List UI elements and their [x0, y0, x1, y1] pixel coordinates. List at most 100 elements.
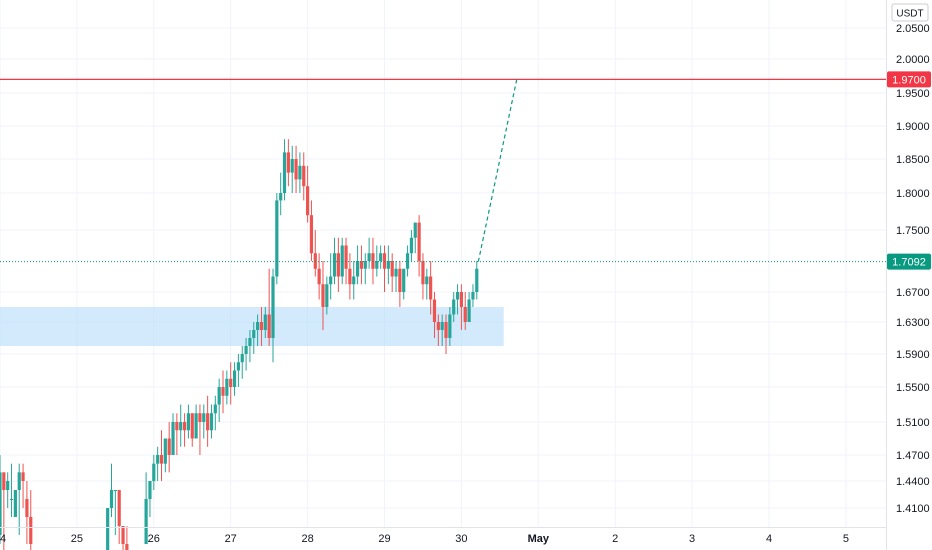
- candle-body: [159, 455, 164, 464]
- candle: [221, 370, 225, 414]
- candle: [409, 230, 414, 261]
- candle-body: [109, 490, 114, 508]
- candle: [148, 481, 152, 517]
- time-tick-label: 29: [378, 533, 390, 545]
- candle: [455, 284, 460, 315]
- candle-body: [344, 245, 348, 269]
- candle: [125, 526, 129, 550]
- price-tick-label: 1.6300: [896, 317, 930, 329]
- candle: [256, 314, 260, 346]
- candle-body: [259, 322, 264, 330]
- candle: [2, 472, 6, 550]
- candle: [17, 463, 21, 535]
- candle: [25, 481, 29, 544]
- price-axis[interactable]: 2.0500 2.0000 1.9500 1.9000 1.8500 1.8000 1.75…: [896, 23, 930, 515]
- candle: [179, 404, 183, 447]
- candle: [363, 253, 367, 285]
- candle: [471, 284, 475, 307]
- candle: [13, 490, 17, 517]
- candle: [290, 145, 294, 193]
- candle-body: [217, 387, 221, 405]
- candle: [390, 253, 394, 292]
- price-tick-label: 1.5900: [896, 349, 930, 361]
- candle-body: [263, 314, 267, 330]
- candle-body: [332, 253, 337, 277]
- candle-body: [236, 362, 240, 371]
- candle: [186, 404, 191, 439]
- candle-body: [398, 268, 402, 292]
- candle-body: [429, 276, 433, 300]
- candle-body: [463, 307, 467, 322]
- candle-body: [371, 253, 375, 269]
- candle: [29, 490, 33, 550]
- candle: [313, 230, 317, 277]
- target-price-badge: 1.9700: [887, 71, 931, 88]
- candle-body: [317, 268, 321, 285]
- time-axis[interactable]: 4 25 26 27 28 29 30 May 2 3 4 5: [0, 533, 849, 545]
- candle-body: [121, 526, 125, 544]
- candle-body: [144, 499, 148, 544]
- support-zone: [0, 307, 504, 346]
- candle-body: [206, 413, 210, 431]
- candle-body: [375, 261, 379, 269]
- candle: [171, 413, 175, 455]
- candle: [236, 354, 240, 387]
- candle-body: [156, 455, 160, 464]
- candle-body: [252, 330, 256, 338]
- candle-body: [271, 276, 275, 338]
- candle-body: [229, 378, 233, 387]
- candle-body: [275, 200, 279, 277]
- candle: [413, 222, 417, 254]
- candle-body: [2, 472, 6, 490]
- candle-body: [202, 413, 206, 422]
- projection-arrow-line: [477, 79, 518, 262]
- candle: [244, 338, 248, 371]
- time-tick-label: 27: [225, 533, 237, 545]
- candle: [248, 330, 252, 363]
- candle-body: [309, 215, 314, 254]
- candle-body: [186, 413, 191, 431]
- price-tick-label: 1.9500: [896, 88, 930, 100]
- candle-body: [213, 404, 217, 414]
- candle: [452, 292, 456, 322]
- candle: [294, 145, 298, 193]
- candle-body: [379, 253, 383, 261]
- candle-body: [290, 159, 294, 173]
- time-tick-label: 4: [766, 533, 772, 545]
- candle: [432, 292, 437, 338]
- candle: [286, 139, 290, 187]
- candle-body: [340, 245, 344, 277]
- candle-body: [321, 284, 325, 307]
- candle: [259, 307, 264, 346]
- candle-body: [194, 413, 198, 439]
- candle-body: [448, 314, 452, 338]
- candle: [444, 314, 448, 354]
- candle: [352, 261, 356, 300]
- candle-body: [298, 165, 302, 180]
- candle: [182, 413, 187, 447]
- time-tick-label: 4: [0, 533, 6, 545]
- price-tick-label: 1.8000: [896, 188, 930, 200]
- candle: [417, 215, 421, 277]
- candle: [175, 413, 179, 455]
- time-tick-label: 3: [689, 533, 695, 545]
- candle-body: [386, 261, 390, 269]
- candle: [232, 362, 237, 396]
- candle: [367, 237, 371, 269]
- candle-body: [432, 299, 437, 322]
- candle-body: [409, 237, 414, 254]
- price-tick-label: 1.7500: [896, 225, 930, 237]
- candle-body: [329, 276, 333, 285]
- candle: [163, 438, 167, 473]
- candle: [309, 200, 314, 261]
- candle-body: [182, 422, 187, 431]
- candle-body: [467, 299, 471, 322]
- candle-body: [286, 152, 290, 173]
- candle-body: [455, 292, 460, 300]
- candle-body: [9, 499, 14, 500]
- candle-body: [390, 261, 394, 277]
- candle: [9, 463, 14, 517]
- price-tick-label: 2.0500: [896, 23, 930, 35]
- chart-grid: [0, 0, 886, 527]
